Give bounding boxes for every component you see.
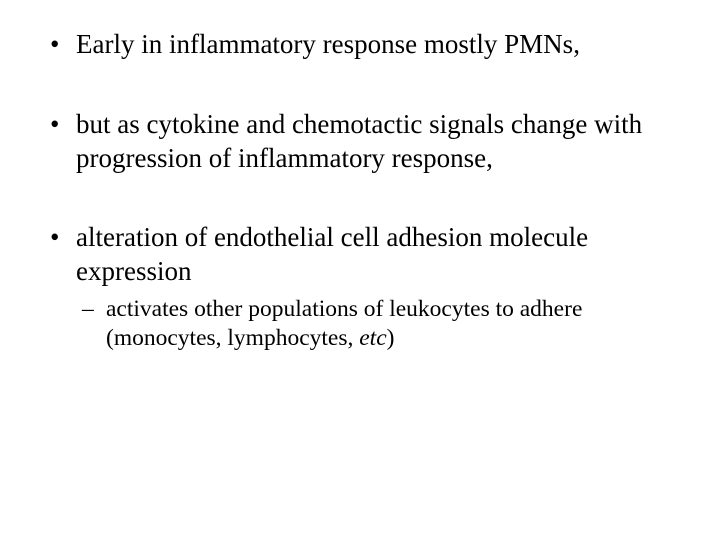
bullet-list-level2: activates other populations of leukocyte… — [76, 295, 680, 354]
bullet-item-1: Early in inflammatory response mostly PM… — [40, 28, 680, 62]
bullet-text-3: alteration of endothelial cell adhesion … — [76, 222, 588, 286]
sub-bullet-item-1: activates other populations of leukocyte… — [76, 295, 680, 354]
sub-bullet-text-1b-italic: etc — [359, 325, 386, 351]
sub-bullet-text-1c: ) — [387, 325, 395, 351]
bullet-list-level1: Early in inflammatory response mostly PM… — [40, 28, 680, 354]
bullet-text-1: Early in inflammatory response mostly PM… — [76, 29, 580, 59]
bullet-item-2: but as cytokine and chemotactic signals … — [40, 108, 680, 176]
bullet-item-3: alteration of endothelial cell adhesion … — [40, 221, 680, 353]
sub-bullet-text-1a: activates other populations of leukocyte… — [106, 296, 582, 351]
bullet-text-2: but as cytokine and chemotactic signals … — [76, 109, 642, 173]
slide-body: Early in inflammatory response mostly PM… — [40, 28, 680, 512]
